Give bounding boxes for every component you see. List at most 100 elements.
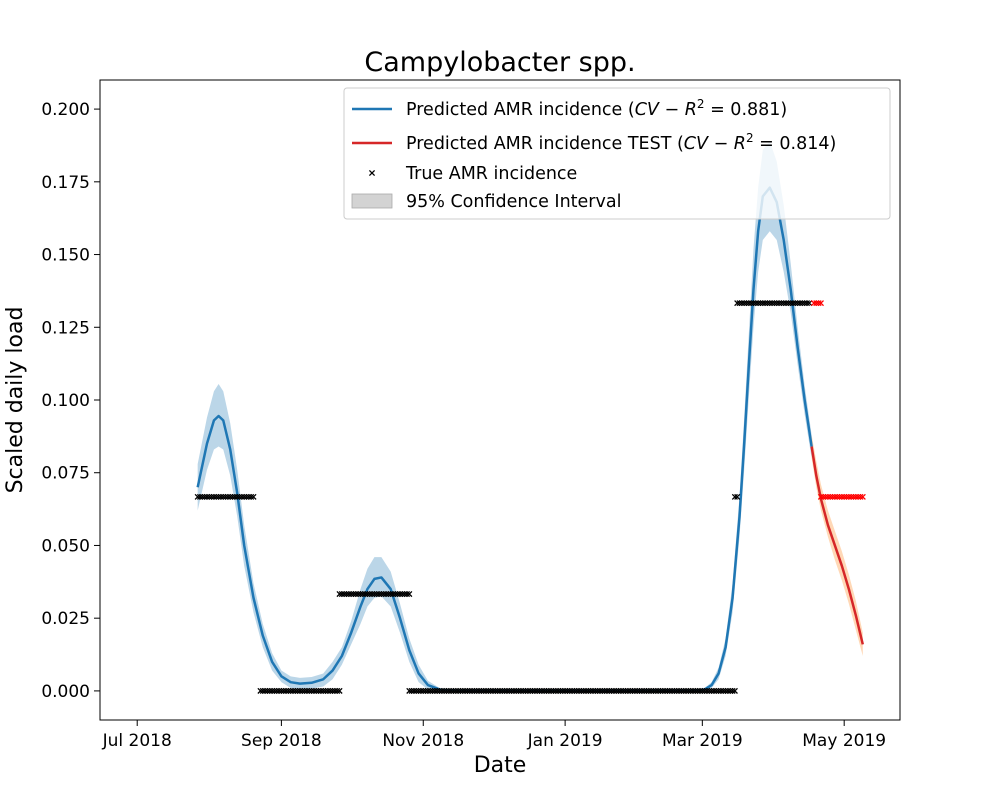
true-point: [706, 687, 713, 694]
true-point: [210, 493, 218, 500]
true-point: [734, 493, 741, 500]
true-point: [217, 493, 224, 500]
true-point: [799, 300, 806, 307]
true-point: [685, 687, 692, 694]
true-point: [764, 300, 771, 307]
true-point: [536, 687, 543, 694]
true-point: [215, 493, 222, 500]
true-point: [194, 493, 201, 500]
true-point: [562, 687, 569, 694]
legend-label: Predicted AMR incidence TEST (CV − R2 = …: [406, 131, 836, 154]
legend-label: Predicted AMR incidence (CV − R2 = 0.881…: [406, 97, 787, 120]
true-point: [531, 687, 538, 694]
true-point: [738, 300, 745, 307]
prediction-line-test: [810, 446, 865, 645]
true-point: [778, 300, 785, 307]
true-point: [455, 687, 462, 694]
true-point: [780, 300, 787, 307]
true-point: [243, 493, 250, 500]
true-point: [220, 493, 227, 500]
true-point: [234, 493, 241, 500]
true-point: [606, 687, 613, 694]
true-point: [329, 687, 336, 694]
true-point: [801, 300, 808, 307]
true-point: [313, 687, 320, 694]
true-point: [517, 687, 524, 694]
true-point: [731, 687, 738, 694]
true-point: [580, 687, 587, 694]
true-point: [341, 590, 348, 598]
true-point-test: [843, 493, 850, 500]
true-point: [559, 687, 566, 694]
true-point-test: [817, 493, 824, 500]
true-point: [759, 300, 766, 307]
true-point: [415, 687, 422, 694]
true-point: [392, 590, 399, 598]
true-point: [736, 300, 743, 307]
true-point-test: [831, 493, 838, 500]
x-tick-label: Nov 2018: [382, 731, 464, 751]
true-point: [755, 300, 762, 307]
prediction-line-train: [196, 186, 813, 693]
true-point: [410, 687, 418, 694]
true-point-test: [810, 300, 818, 307]
true-point: [420, 687, 427, 694]
true-point: [787, 300, 794, 307]
true-point: [469, 687, 476, 694]
true-point: [599, 687, 606, 694]
true-point: [494, 687, 501, 694]
true-point: [613, 687, 620, 694]
true-point: [655, 687, 662, 694]
true-point: [789, 300, 797, 307]
true-point: [359, 590, 366, 598]
true-point: [669, 687, 676, 694]
true-point-test: [857, 493, 864, 500]
true-point: [659, 687, 666, 694]
y-axis-ticks: 0.000 0.025 0.050 0.075 0.100 0.125 0.150 0.175…: [41, 100, 100, 702]
chart-title: Campylobacter spp.: [364, 47, 635, 78]
true-point: [227, 493, 234, 500]
true-point: [206, 493, 213, 500]
true-point: [499, 687, 506, 694]
true-point: [638, 687, 645, 694]
true-point: [629, 687, 636, 694]
true-point: [459, 687, 466, 694]
true-point: [264, 687, 271, 694]
true-point: [731, 493, 738, 500]
true-point: [445, 687, 452, 694]
true-point: [343, 590, 350, 598]
true-point: [762, 300, 769, 307]
true-point: [389, 590, 397, 598]
true-point: [387, 590, 394, 598]
true-point: [245, 493, 252, 500]
legend-label: True AMR incidence: [405, 164, 577, 184]
true-point: [236, 493, 243, 500]
true-point: [203, 493, 211, 500]
true-point-test: [827, 493, 834, 500]
true-point-test: [850, 493, 857, 500]
true-point: [271, 687, 278, 694]
true-point: [773, 300, 780, 307]
true-point: [766, 300, 773, 307]
true-point: [582, 687, 590, 694]
x-tick-label: Mar 2019: [662, 731, 743, 751]
true-point: [703, 687, 711, 694]
true-point: [289, 687, 297, 694]
true-point: [745, 300, 752, 307]
true-point: [717, 687, 724, 694]
true-point: [336, 590, 343, 598]
legend-patch-swatch: [351, 193, 393, 209]
true-point: [327, 687, 334, 694]
true-point: [682, 687, 690, 694]
y-tick-label: 0.000: [41, 682, 90, 702]
true-point: [208, 493, 215, 500]
true-point: [782, 300, 790, 307]
true-point: [550, 687, 557, 694]
true-point: [485, 687, 492, 694]
true-point-test: [848, 493, 855, 500]
true-point: [399, 590, 406, 598]
true-point-test: [817, 300, 824, 307]
x-tick-label: Sep 2018: [241, 731, 322, 751]
x-tick-label: May 2019: [802, 731, 886, 751]
